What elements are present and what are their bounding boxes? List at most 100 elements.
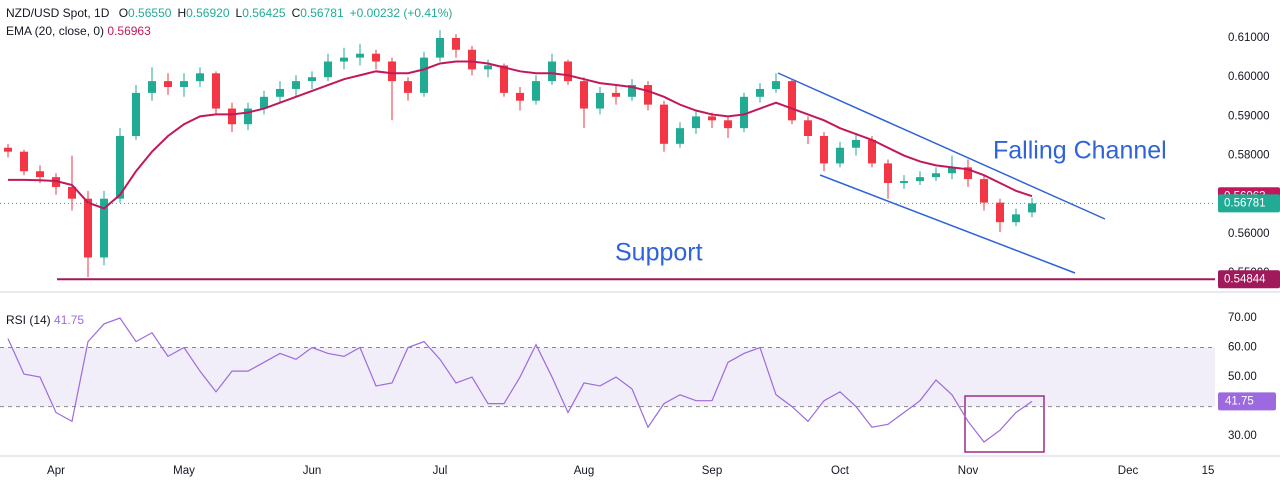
plot: 0.610000.600000.590000.580000.570000.560… (0, 30, 1280, 477)
price-label: 0.54844 (1224, 273, 1266, 285)
readout-value: 0.56920 (186, 6, 230, 20)
candle-body (932, 173, 940, 178)
candle-body (500, 65, 508, 93)
candle-body (804, 120, 812, 136)
candle-body (836, 147, 844, 164)
x-tick-label: 15 (1202, 465, 1215, 477)
candle-body (1012, 214, 1020, 223)
rsi-name: RSI (14) (6, 313, 51, 327)
candle-body (516, 92, 524, 101)
candle-body (1028, 203, 1036, 213)
candle-body (260, 96, 268, 109)
candle-body (868, 139, 876, 164)
readout-key: C (292, 6, 301, 20)
candle-body (788, 81, 796, 121)
candle-body (484, 65, 492, 70)
readout-key: H (177, 6, 186, 20)
candle-body (404, 81, 412, 93)
symbol-title: NZD/USD Spot, 1D (6, 6, 110, 20)
ema-name: EMA (20, close, 0) (6, 24, 104, 38)
candle-body (676, 128, 684, 144)
candle-body (276, 88, 284, 97)
candle-body (20, 151, 28, 172)
candle-body (948, 167, 956, 174)
readout-key: O (119, 6, 128, 20)
candle-body (596, 92, 604, 109)
rsi-tick-label: 60.00 (1228, 342, 1257, 354)
candle-body (388, 61, 396, 82)
x-tick-label: May (173, 465, 195, 477)
x-tick-label: Sep (702, 465, 722, 477)
candle-body (740, 96, 748, 129)
rsi-row: RSI (14) 41.75 (6, 313, 84, 327)
rsi-band (0, 347, 1215, 407)
candle-body (4, 147, 12, 152)
annotation: Support (615, 239, 703, 267)
ema-line (8, 60, 1033, 210)
annotation: Falling Channel (993, 137, 1167, 165)
candle-body (68, 186, 76, 199)
candle-body (372, 53, 380, 62)
x-tick-label: Apr (47, 465, 65, 477)
candle-body (916, 177, 924, 182)
x-tick-label: Aug (574, 465, 594, 477)
candle-body (324, 61, 332, 78)
y-tick-label: 0.60000 (1228, 71, 1270, 83)
candle-body (468, 49, 476, 70)
candle-body (980, 179, 988, 203)
y-tick-label: 0.58000 (1228, 150, 1270, 162)
candle-body (692, 116, 700, 129)
rsi-value: 41.75 (54, 313, 84, 327)
readout: O0.56550 H0.56920 L0.56425 C0.56781 +0.00232… (119, 6, 453, 20)
candle-body (212, 73, 220, 109)
readout-value: 0.56781 (300, 6, 344, 20)
y-tick-label: 0.56000 (1228, 228, 1270, 240)
x-tick-label: Oct (831, 465, 850, 477)
candle-body (132, 92, 140, 136)
readout-key: L (236, 6, 243, 20)
candle-body (964, 167, 972, 180)
candle-body (228, 108, 236, 125)
candle-body (612, 92, 620, 97)
candle-body (900, 181, 908, 184)
candle-body (436, 38, 444, 58)
candle-body (164, 81, 172, 87)
candle-body (180, 81, 188, 87)
candle-body (564, 61, 572, 82)
candle-body (100, 198, 108, 258)
candle-body (852, 139, 860, 148)
ema-row: EMA (20, close, 0) 0.56963 (6, 24, 151, 38)
candle-body (548, 61, 556, 82)
candle-body (116, 135, 124, 199)
change: +0.00232 (+0.41%) (350, 6, 453, 20)
candle-body (244, 108, 252, 125)
candle-body (580, 81, 588, 109)
rsi-tick-label: 30.00 (1228, 430, 1257, 442)
candle-body (644, 85, 652, 105)
candle-body (308, 77, 316, 82)
candle-body (708, 116, 716, 121)
channel-lower (819, 174, 1076, 274)
rsi-line (7, 317, 1033, 443)
rsi-value-box (1218, 392, 1276, 411)
candle-body (996, 202, 1004, 223)
candle-body (452, 38, 460, 50)
x-tick-label: Jul (433, 465, 448, 477)
x-tick-label: Jun (303, 465, 322, 477)
candle-body (420, 57, 428, 93)
channel-upper (777, 72, 1106, 220)
candle-body (628, 85, 636, 97)
rsi-highlight-box (964, 395, 1045, 453)
candle-body (884, 163, 892, 184)
candle-body (532, 81, 540, 101)
rsi-value-label: 41.75 (1225, 395, 1254, 407)
price-label-box (1218, 194, 1280, 213)
rsi-tick-label: 50.00 (1228, 371, 1257, 383)
x-tick-label: Dec (1118, 465, 1139, 477)
candle-body (724, 120, 732, 129)
candle-body (84, 198, 92, 258)
candle-body (196, 73, 204, 82)
x-tick-label: Nov (958, 465, 979, 477)
candle-body (148, 81, 156, 93)
price-label-box (1218, 270, 1280, 289)
